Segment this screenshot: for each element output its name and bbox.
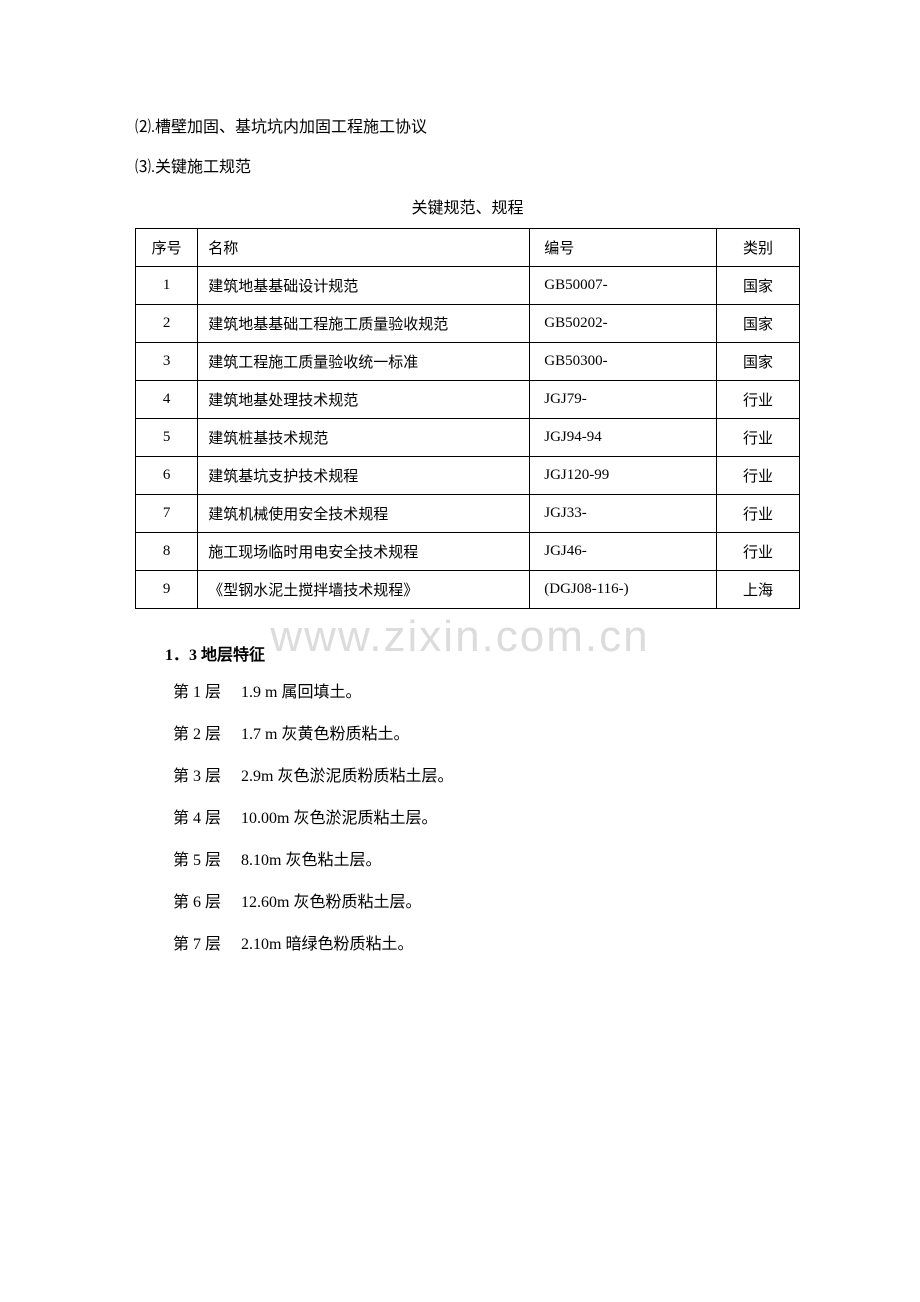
table-body: 1 建筑地基基础设计规范 GB50007- 国家 2 建筑地基基础工程施工质量验… <box>136 267 800 609</box>
section-header: 1．3 地层特征 <box>165 641 800 665</box>
cell-name: 建筑地基处理技术规范 <box>198 381 530 419</box>
cell-cat: 国家 <box>717 305 800 343</box>
table-row: 1 建筑地基基础设计规范 GB50007- 国家 <box>136 267 800 305</box>
cell-code: JGJ79- <box>530 381 717 419</box>
cell-cat: 国家 <box>717 343 800 381</box>
standards-table: 序号 名称 编号 类别 1 建筑地基基础设计规范 GB50007- 国家 2 建… <box>135 228 800 609</box>
layer-line: 第 5 层 8.10m 灰色粘土层。 <box>173 849 800 873</box>
cell-name: 建筑地基基础设计规范 <box>198 267 530 305</box>
cell-seq: 3 <box>136 343 198 381</box>
layer-line: 第 6 层 12.60m 灰色粉质粘土层。 <box>173 891 800 915</box>
doc-line-2: ⑵.槽壁加固、基坑坑内加固工程施工协议 <box>135 115 800 141</box>
layer-line: 第 1 层 1.9 m 属回填土。 <box>173 681 800 705</box>
header-name: 名称 <box>198 229 530 267</box>
cell-seq: 2 <box>136 305 198 343</box>
cell-cat: 行业 <box>717 419 800 457</box>
table-row: 2 建筑地基基础工程施工质量验收规范 GB50202- 国家 <box>136 305 800 343</box>
cell-seq: 5 <box>136 419 198 457</box>
cell-code: JGJ33- <box>530 495 717 533</box>
doc-line-3: ⑶.关键施工规范 <box>135 155 800 181</box>
header-seq: 序号 <box>136 229 198 267</box>
cell-name: 建筑地基基础工程施工质量验收规范 <box>198 305 530 343</box>
table-row: 8 施工现场临时用电安全技术规程 JGJ46- 行业 <box>136 533 800 571</box>
cell-code: JGJ94-94 <box>530 419 717 457</box>
cell-code: GB50300- <box>530 343 717 381</box>
cell-name: 建筑机械使用安全技术规程 <box>198 495 530 533</box>
cell-code: GB50202- <box>530 305 717 343</box>
cell-cat: 行业 <box>717 533 800 571</box>
layer-line: 第 2 层 1.7 m 灰黄色粉质粘土。 <box>173 723 800 747</box>
layer-line: 第 4 层 10.00m 灰色淤泥质粘土层。 <box>173 807 800 831</box>
section-title-text: 地层特征 <box>201 647 265 664</box>
header-cat: 类别 <box>717 229 800 267</box>
cell-name: 《型钢水泥土搅拌墙技术规程》 <box>198 571 530 609</box>
cell-name: 建筑桩基技术规范 <box>198 419 530 457</box>
cell-cat: 国家 <box>717 267 800 305</box>
cell-seq: 8 <box>136 533 198 571</box>
cell-code: JGJ46- <box>530 533 717 571</box>
header-code: 编号 <box>530 229 717 267</box>
cell-name: 建筑基坑支护技术规程 <box>198 457 530 495</box>
table-row: 3 建筑工程施工质量验收统一标准 GB50300- 国家 <box>136 343 800 381</box>
cell-name: 建筑工程施工质量验收统一标准 <box>198 343 530 381</box>
table-row: 9 《型钢水泥土搅拌墙技术规程》 (DGJ08-116-) 上海 <box>136 571 800 609</box>
cell-seq: 6 <box>136 457 198 495</box>
layer-line: 第 3 层 2.9m 灰色淤泥质粉质粘土层。 <box>173 765 800 789</box>
layer-line: 第 7 层 2.10m 暗绿色粉质粘土。 <box>173 933 800 957</box>
cell-cat: 行业 <box>717 495 800 533</box>
cell-seq: 1 <box>136 267 198 305</box>
table-header-row: 序号 名称 编号 类别 <box>136 229 800 267</box>
cell-cat: 行业 <box>717 457 800 495</box>
cell-code: GB50007- <box>530 267 717 305</box>
table-row: 7 建筑机械使用安全技术规程 JGJ33- 行业 <box>136 495 800 533</box>
cell-cat: 行业 <box>717 381 800 419</box>
table-row: 4 建筑地基处理技术规范 JGJ79- 行业 <box>136 381 800 419</box>
cell-cat: 上海 <box>717 571 800 609</box>
cell-seq: 7 <box>136 495 198 533</box>
cell-name: 施工现场临时用电安全技术规程 <box>198 533 530 571</box>
table-row: 5 建筑桩基技术规范 JGJ94-94 行业 <box>136 419 800 457</box>
section-prefix: 1．3 <box>165 647 197 664</box>
cell-code: JGJ120-99 <box>530 457 717 495</box>
table-title: 关键规范、规程 <box>135 194 800 218</box>
table-row: 6 建筑基坑支护技术规程 JGJ120-99 行业 <box>136 457 800 495</box>
cell-seq: 9 <box>136 571 198 609</box>
cell-seq: 4 <box>136 381 198 419</box>
cell-code: (DGJ08-116-) <box>530 571 717 609</box>
